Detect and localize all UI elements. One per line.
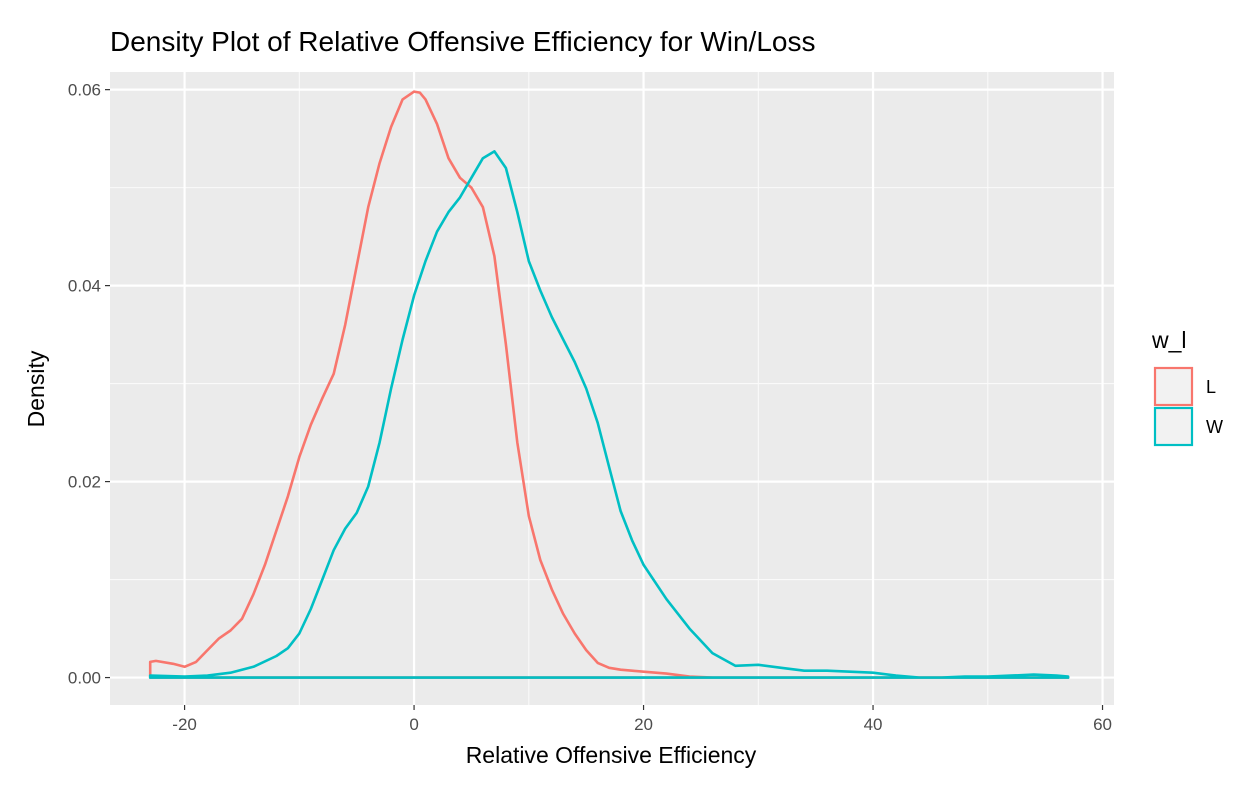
legend-label-L: L <box>1206 377 1216 397</box>
x-tick-label: 20 <box>634 715 653 734</box>
x-axis: -20 0 20 40 60 <box>172 705 1112 734</box>
y-tick-label: 0.02 <box>68 473 101 492</box>
x-tick-label: 0 <box>409 715 418 734</box>
legend-label-W: W <box>1206 417 1223 437</box>
density-line-L <box>148 90 1070 679</box>
legend: w_l LW <box>1151 327 1223 447</box>
plot-panel <box>110 72 1114 705</box>
series-layer <box>148 90 1070 679</box>
y-axis-title: Density <box>23 350 49 427</box>
minor-gridlines <box>110 72 1114 705</box>
x-tick-label: 60 <box>1093 715 1112 734</box>
density-line-W <box>148 150 1070 679</box>
legend-key-L <box>1153 366 1194 407</box>
y-axis: 0.00 0.02 0.04 0.06 <box>68 81 110 688</box>
x-axis-title: Relative Offensive Efficiency <box>466 742 757 768</box>
x-tick-label: -20 <box>172 715 197 734</box>
chart-title: Density Plot of Relative Offensive Effic… <box>110 26 815 57</box>
legend-key-W <box>1153 406 1194 447</box>
x-tick-label: 40 <box>864 715 883 734</box>
legend-title: w_l <box>1151 327 1187 353</box>
y-tick-label: 0.04 <box>68 277 101 296</box>
y-tick-label: 0.06 <box>68 81 101 100</box>
y-tick-label: 0.00 <box>68 669 101 688</box>
